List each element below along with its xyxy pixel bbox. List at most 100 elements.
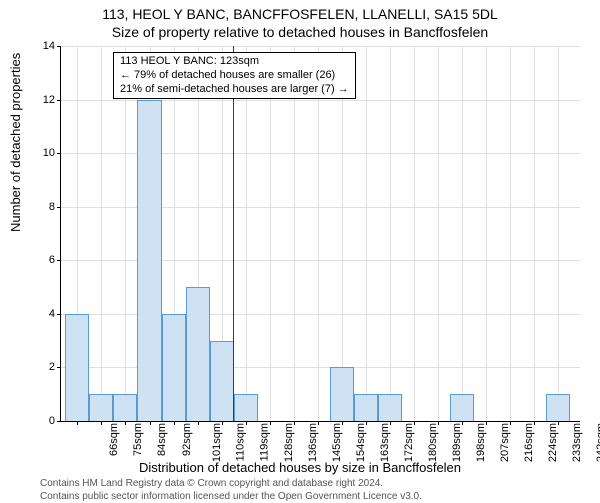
gridline-v bbox=[534, 46, 535, 421]
annotation-box: 113 HEOL Y BANC: 123sqm ← 79% of detache… bbox=[113, 52, 356, 99]
ytick-label: 2 bbox=[31, 361, 55, 373]
histogram-bar bbox=[89, 394, 113, 421]
xtick-label: 66sqm bbox=[108, 423, 120, 456]
histogram-bar bbox=[113, 394, 137, 421]
ytick-mark bbox=[57, 421, 61, 422]
reference-line bbox=[233, 46, 234, 421]
histogram-bar bbox=[378, 394, 402, 421]
gridline-v bbox=[558, 46, 559, 421]
xtick-mark bbox=[222, 421, 223, 425]
xtick-label: 224sqm bbox=[547, 423, 559, 462]
ytick-mark bbox=[57, 260, 61, 261]
ytick-label: 8 bbox=[31, 201, 55, 213]
annotation-line-2: ← 79% of detached houses are smaller (26… bbox=[120, 69, 349, 83]
xtick-label: 110sqm bbox=[234, 423, 246, 461]
xtick-label: 154sqm bbox=[355, 423, 367, 462]
annotation-line-1: 113 HEOL Y BANC: 123sqm bbox=[120, 55, 349, 69]
histogram-bar bbox=[162, 314, 186, 421]
xtick-label: 136sqm bbox=[307, 423, 319, 462]
gridline-v bbox=[318, 46, 319, 421]
footer-line-2: Contains public sector information licen… bbox=[40, 491, 422, 503]
footer-credits: Contains HM Land Registry data © Crown c… bbox=[40, 478, 422, 503]
histogram-bar bbox=[186, 287, 210, 421]
ytick-mark bbox=[57, 100, 61, 101]
xtick-mark bbox=[558, 421, 559, 425]
gridline-v bbox=[270, 46, 271, 421]
histogram-bar bbox=[330, 367, 354, 421]
gridline-v bbox=[342, 46, 343, 421]
ytick-label: 10 bbox=[31, 147, 55, 159]
ytick-label: 4 bbox=[31, 308, 55, 320]
histogram-bar bbox=[65, 314, 89, 421]
title-line-1: 113, HEOL Y BANC, BANCFFOSFELEN, LLANELL… bbox=[0, 6, 600, 22]
xtick-label: 75sqm bbox=[132, 423, 144, 456]
gridline-v bbox=[462, 46, 463, 421]
ytick-mark bbox=[57, 46, 61, 47]
xtick-mark bbox=[318, 421, 319, 425]
histogram-bar bbox=[450, 394, 474, 421]
xtick-mark bbox=[77, 421, 78, 425]
xtick-label: 207sqm bbox=[499, 423, 511, 462]
gridline-v bbox=[125, 46, 126, 421]
histogram-bar bbox=[354, 394, 378, 421]
histogram-plot: 0246810121466sqm75sqm84sqm92sqm101sqm110… bbox=[60, 46, 580, 422]
xtick-label: 84sqm bbox=[156, 423, 168, 456]
xtick-mark bbox=[294, 421, 295, 425]
gridline-v bbox=[246, 46, 247, 421]
gridline-h bbox=[61, 46, 580, 47]
xtick-mark bbox=[198, 421, 199, 425]
xtick-mark bbox=[414, 421, 415, 425]
xtick-label: 216sqm bbox=[523, 423, 535, 462]
histogram-bar bbox=[234, 394, 258, 421]
gridline-v bbox=[390, 46, 391, 421]
ytick-label: 6 bbox=[31, 254, 55, 266]
ytick-label: 12 bbox=[31, 94, 55, 106]
gridline-v bbox=[294, 46, 295, 421]
xtick-mark bbox=[510, 421, 511, 425]
footer-line-1: Contains HM Land Registry data © Crown c… bbox=[40, 478, 422, 491]
ytick-mark bbox=[57, 314, 61, 315]
xtick-mark bbox=[462, 421, 463, 425]
gridline-v bbox=[510, 46, 511, 421]
y-axis-label: Number of detached properties bbox=[8, 53, 23, 232]
xtick-label: 163sqm bbox=[379, 423, 391, 462]
xtick-mark bbox=[246, 421, 247, 425]
xtick-mark bbox=[150, 421, 151, 425]
ytick-mark bbox=[57, 153, 61, 154]
gridline-v bbox=[438, 46, 439, 421]
xtick-mark bbox=[366, 421, 367, 425]
ytick-label: 0 bbox=[31, 415, 55, 427]
xtick-mark bbox=[390, 421, 391, 425]
xtick-mark bbox=[438, 421, 439, 425]
xtick-mark bbox=[486, 421, 487, 425]
annotation-line-3: 21% of semi-detached houses are larger (… bbox=[120, 83, 349, 97]
xtick-label: 101sqm bbox=[211, 423, 223, 462]
ytick-mark bbox=[57, 367, 61, 368]
xtick-mark bbox=[101, 421, 102, 425]
gridline-v bbox=[414, 46, 415, 421]
xtick-label: 172sqm bbox=[403, 423, 415, 462]
xtick-label: 198sqm bbox=[475, 423, 487, 462]
xtick-label: 92sqm bbox=[181, 423, 193, 456]
gridline-v bbox=[366, 46, 367, 421]
xtick-mark bbox=[174, 421, 175, 425]
xtick-mark bbox=[534, 421, 535, 425]
ytick-label: 14 bbox=[31, 40, 55, 52]
histogram-bar bbox=[137, 100, 161, 421]
histogram-bar bbox=[546, 394, 570, 421]
xtick-label: 242sqm bbox=[595, 423, 600, 462]
gridline-v bbox=[486, 46, 487, 421]
histogram-bar bbox=[210, 341, 234, 421]
xtick-label: 180sqm bbox=[427, 423, 439, 462]
xtick-label: 145sqm bbox=[331, 423, 343, 462]
xtick-mark bbox=[125, 421, 126, 425]
xtick-label: 119sqm bbox=[258, 423, 270, 461]
title-line-2: Size of property relative to detached ho… bbox=[0, 24, 600, 40]
xtick-label: 189sqm bbox=[451, 423, 463, 462]
ytick-mark bbox=[57, 207, 61, 208]
gridline-v bbox=[101, 46, 102, 421]
x-axis-label: Distribution of detached houses by size … bbox=[0, 460, 600, 475]
xtick-label: 233sqm bbox=[571, 423, 583, 462]
xtick-label: 128sqm bbox=[283, 423, 295, 462]
xtick-mark bbox=[270, 421, 271, 425]
